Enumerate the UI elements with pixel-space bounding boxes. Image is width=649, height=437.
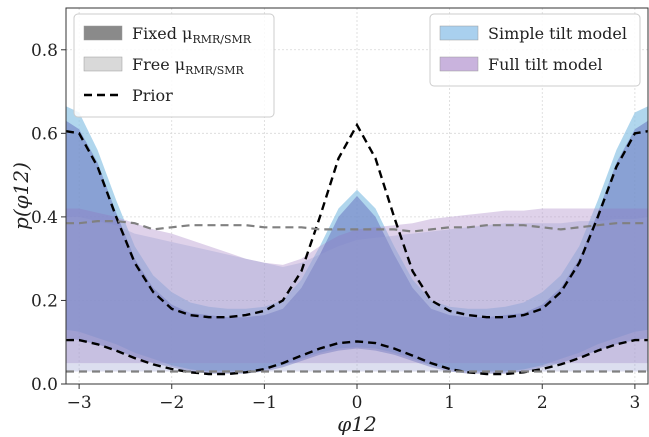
y-tick-label: 0.0: [31, 375, 58, 395]
y-tick-label: 0.4: [31, 208, 58, 228]
x-tick-label: 1: [444, 393, 455, 413]
y-tick-label: 0.6: [31, 124, 58, 144]
y-tick-label: 0.8: [31, 41, 58, 61]
x-tick-label: 3: [629, 393, 640, 413]
line-prior-lower: [66, 338, 648, 376]
y-axis-label: p(φ12): [9, 162, 33, 230]
x-tick-label: 2: [537, 393, 548, 413]
line-prior-upper: [65, 122, 649, 319]
y-ticks: 0.0 0.2 0.4 0.6 0.8: [31, 41, 66, 395]
legend-swatch: [83, 56, 123, 72]
bands: [66, 106, 648, 374]
legend-swatch: [439, 25, 479, 41]
band-full-tilt-model: [66, 208, 648, 364]
legend-right: Simple tilt model Full tilt model: [429, 13, 641, 87]
band-free-rmr-smr: [66, 216, 648, 372]
lines: [65, 122, 649, 376]
x-tick-label: −2: [159, 393, 184, 413]
x-tick-label: −3: [67, 393, 92, 413]
y-tick-label: 0.2: [31, 291, 58, 311]
band-simple-tilt-model: [66, 106, 648, 372]
legend-label: Prior: [132, 86, 173, 105]
legend-label: Simple tilt model: [488, 24, 627, 43]
x-ticks: −3 −2 −1 0 1 2 3: [67, 384, 640, 413]
legend-label: Full tilt model: [488, 55, 603, 74]
line-uniform-reference-upper: [66, 220, 648, 233]
x-tick-label: 0: [352, 393, 363, 413]
legend-box: [73, 13, 275, 118]
legend-box: [429, 13, 641, 87]
legend-swatch: [439, 56, 479, 72]
x-tick-label: −1: [252, 393, 277, 413]
legend-swatch: [83, 25, 123, 41]
band-fixed-rmr-smr: [66, 120, 648, 374]
x-axis-label: φ12: [337, 412, 376, 436]
